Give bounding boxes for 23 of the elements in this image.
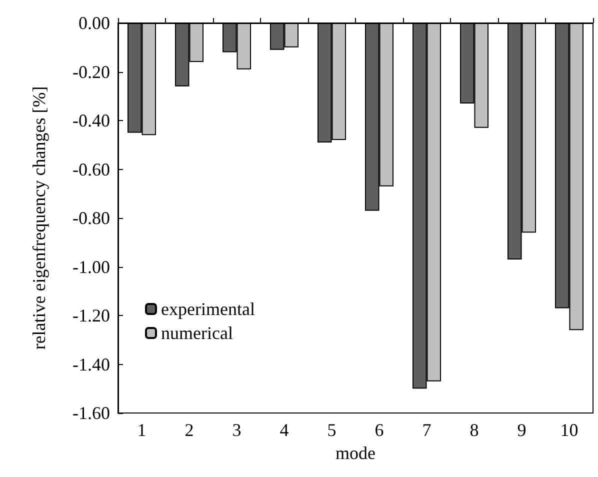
x-tick-label: 8 <box>470 420 479 440</box>
legend-label: experimental <box>161 299 255 319</box>
y-tick-label: -0.60 <box>72 159 110 180</box>
y-tick-label: -1.00 <box>72 256 110 277</box>
y-tick-label: -1.60 <box>72 403 110 423</box>
x-tick-label: 2 <box>184 420 194 440</box>
y-tick-label: -0.80 <box>72 208 110 228</box>
x-tick-label: 10 <box>560 420 578 440</box>
y-tick-label: -0.20 <box>72 62 110 82</box>
x-tick-label: 7 <box>422 420 432 440</box>
x-tick-label: 5 <box>327 420 336 440</box>
y-tick-label: -1.40 <box>72 354 110 374</box>
y-tick-label: 0.00 <box>78 13 110 33</box>
x-axis-title: mode <box>336 442 376 463</box>
x-tick-label: 1 <box>137 420 146 440</box>
y-tick-label: -1.20 <box>72 306 110 326</box>
x-tick-label: 9 <box>517 420 526 440</box>
x-tick-label: 4 <box>280 420 289 440</box>
x-tick-label: 6 <box>374 420 384 440</box>
legend-label: numerical <box>161 323 233 343</box>
y-axis-title: relative eigenfrequency changes [%] <box>29 86 49 350</box>
x-tick-label: 3 <box>232 420 242 440</box>
y-tick-label: -0.40 <box>72 110 110 130</box>
